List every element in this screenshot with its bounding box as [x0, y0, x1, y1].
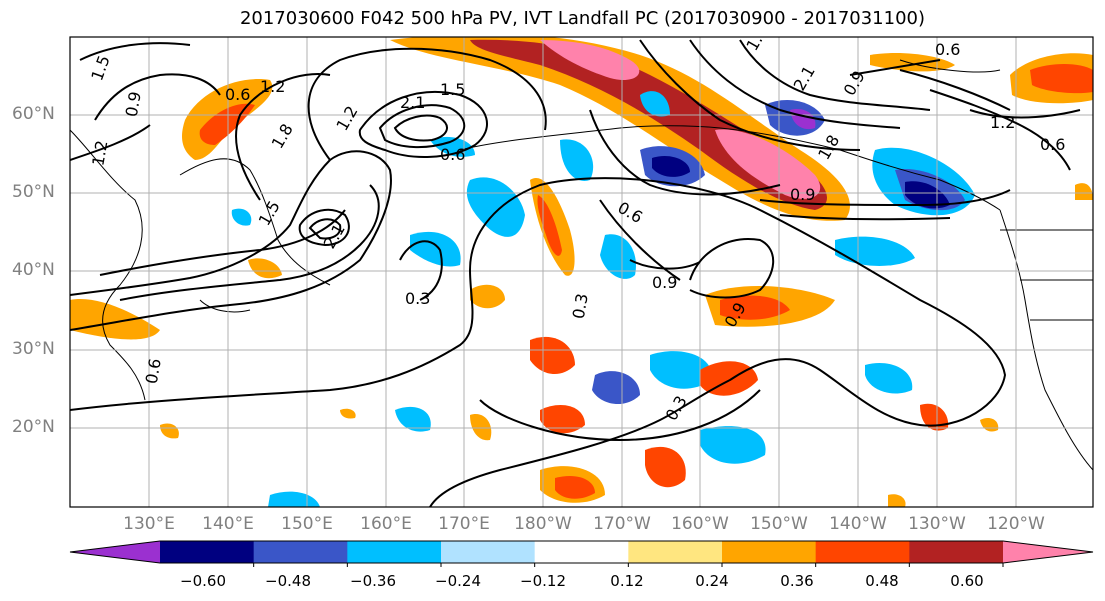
lon-label: 170°E	[438, 514, 490, 534]
fill-patch	[715, 129, 821, 199]
colorbar-segment	[628, 541, 723, 563]
lon-label: 120°W	[987, 514, 1045, 534]
contour-label: 0.3	[405, 289, 430, 308]
contour-label: 0.6	[1040, 135, 1065, 154]
fill-patch	[652, 155, 690, 177]
lon-label: 130°W	[908, 514, 966, 534]
lat-label: 20°N	[12, 417, 55, 437]
colorbar-tick-label: 0.12	[610, 572, 644, 590]
fill-patch	[395, 406, 431, 432]
colorbar-segment	[160, 541, 255, 563]
contour-label: 1.2	[88, 139, 111, 167]
fill-patch	[640, 91, 670, 117]
colorbar-segment	[722, 541, 817, 563]
lon-label: 150°W	[750, 514, 808, 534]
lon-label: 150°E	[281, 514, 333, 534]
fill-patch	[600, 234, 636, 279]
fill-patch	[470, 39, 827, 211]
fill-patch	[1075, 183, 1093, 200]
colorbar-tick-label: −0.60	[180, 572, 226, 590]
colorbar-tick-label: 0.36	[780, 572, 814, 590]
contour-label: 0.6	[440, 145, 465, 164]
pv-contours	[70, 39, 1081, 507]
lon-label: 180°W	[514, 514, 572, 534]
fill-patch	[905, 181, 950, 209]
colorbar	[69, 540, 1094, 567]
contour-label: 0.6	[225, 85, 250, 104]
contour-label: 1.2	[260, 77, 285, 96]
lon-label: 160°E	[360, 514, 412, 534]
contour-label: 0.3	[569, 292, 592, 320]
colorbar-segment	[253, 541, 348, 563]
chart-title: 2017030600 F042 500 hPa PV, IVT Landfall…	[239, 8, 926, 29]
contour-label: 0.6	[142, 357, 165, 385]
lat-label: 50°N	[12, 182, 55, 202]
map-frame	[69, 36, 1094, 508]
fill-patch	[537, 195, 562, 256]
fill-patch	[700, 426, 766, 464]
fill-patch	[920, 403, 949, 431]
contour-label: 0.6	[935, 40, 960, 59]
contour-label: 0.9	[122, 90, 145, 118]
fill-patch	[650, 351, 713, 389]
fill-patch	[466, 177, 525, 237]
lon-label: 140°E	[202, 514, 254, 534]
fill-patch	[530, 336, 575, 375]
colorbar-tick-label: 0.60	[950, 572, 984, 590]
fill-patch	[160, 423, 179, 439]
lon-label: 160°W	[671, 514, 729, 534]
fill-patch	[720, 295, 790, 320]
colorbar-segment	[815, 541, 910, 563]
contour-label: 1.5	[440, 80, 465, 99]
fill-patch	[870, 53, 955, 72]
fill-patch	[70, 299, 160, 340]
fill-patch	[470, 284, 505, 309]
fill-patch	[470, 414, 492, 441]
fill-patch	[888, 494, 906, 507]
colorbar-tick-label: −0.48	[265, 572, 311, 590]
fill-patch	[835, 236, 915, 266]
fill-patch	[560, 139, 594, 181]
fill-patch	[700, 361, 758, 396]
colorbar-tick-label: 0.24	[695, 572, 729, 590]
contour-label: 1.2	[990, 113, 1015, 132]
fill-patch	[540, 405, 585, 434]
fill-patch	[340, 408, 356, 419]
colorbar-extend-low	[70, 541, 160, 563]
fill-patch	[645, 446, 686, 488]
lat-label: 60°N	[12, 104, 55, 124]
colorbar-outline	[69, 540, 1094, 564]
fill-patch	[231, 208, 252, 226]
fill-patch	[865, 362, 913, 394]
graticule	[70, 37, 1093, 507]
contour-label: 2.1	[400, 93, 425, 112]
colorbar-tick-label: 0.48	[865, 572, 899, 590]
fill-patch	[1030, 64, 1093, 94]
fill-patch	[540, 40, 640, 80]
colorbar-extend-high	[1003, 541, 1093, 563]
colorbar-segment	[909, 541, 1004, 563]
contour-label: 0.9	[790, 185, 815, 204]
lat-label: 40°N	[12, 260, 55, 280]
contour-label: 0.9	[652, 273, 677, 292]
colorbar-segment	[534, 541, 629, 563]
lat-label: 30°N	[12, 339, 55, 359]
colorbar-tick-label: −0.12	[520, 572, 566, 590]
coastlines	[70, 59, 1093, 471]
colorbar-tick-label: −0.24	[435, 572, 481, 590]
colorbar-tick-label: −0.36	[350, 572, 396, 590]
fill-patch	[555, 475, 595, 499]
colorbar-segment	[347, 541, 442, 563]
lon-label: 130°E	[123, 514, 175, 534]
pv-fill-patches	[70, 37, 1093, 507]
lon-label: 170°W	[593, 514, 651, 534]
colorbar-segment	[441, 541, 536, 563]
fill-patch	[248, 258, 282, 279]
fill-patch	[592, 371, 640, 405]
fill-patch	[390, 37, 850, 221]
lon-label: 140°W	[829, 514, 887, 534]
